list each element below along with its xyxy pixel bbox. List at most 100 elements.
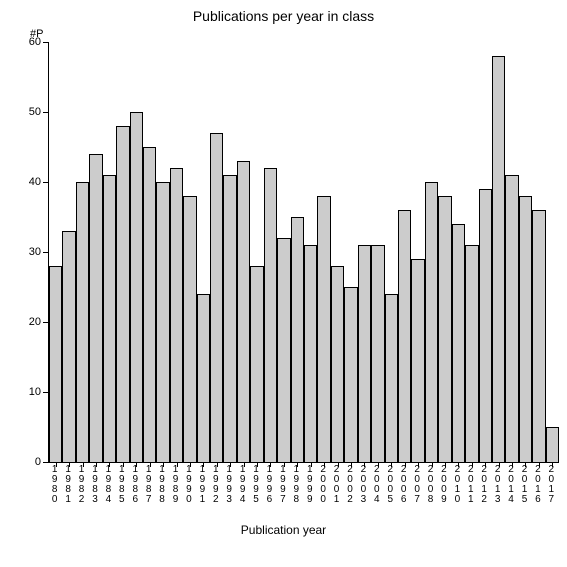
bar-slot xyxy=(425,42,438,462)
x-tick-label: 2 0 0 3 xyxy=(358,465,368,505)
bar-slot xyxy=(277,42,290,462)
x-label-slot: 1 9 8 1 xyxy=(61,465,74,505)
x-label-slot: 1 9 9 6 xyxy=(263,465,276,505)
y-tick-label: 50 xyxy=(29,106,41,118)
x-tick-label: 1 9 9 7 xyxy=(278,465,288,505)
x-tick-label: 2 0 1 4 xyxy=(506,465,516,505)
x-axis-title: Publication year xyxy=(0,523,567,537)
x-axis-labels: 1 9 8 01 9 8 11 9 8 21 9 8 31 9 8 41 9 8… xyxy=(48,465,558,505)
bar xyxy=(277,238,290,462)
bar xyxy=(505,175,518,462)
bar xyxy=(532,210,545,462)
x-tick-label: 2 0 1 0 xyxy=(452,465,462,505)
x-label-slot: 1 9 9 1 xyxy=(196,465,209,505)
y-tick xyxy=(43,462,49,463)
bar-slot xyxy=(237,42,250,462)
y-tick xyxy=(43,322,49,323)
bar-slot xyxy=(170,42,183,462)
bar xyxy=(183,196,196,462)
bar-slot xyxy=(264,42,277,462)
bar xyxy=(49,266,62,462)
x-label-slot: 1 9 9 7 xyxy=(276,465,289,505)
publications-chart: Publications per year in class #P 010203… xyxy=(0,0,567,567)
x-tick-label: 1 9 9 9 xyxy=(305,465,315,505)
x-label-slot: 2 0 0 3 xyxy=(357,465,370,505)
x-label-slot: 2 0 0 8 xyxy=(424,465,437,505)
x-tick-label: 2 0 1 6 xyxy=(533,465,543,505)
bar-slot xyxy=(358,42,371,462)
x-tick-label: 2 0 0 0 xyxy=(318,465,328,505)
bar xyxy=(358,245,371,462)
bar xyxy=(210,133,223,462)
bar xyxy=(438,196,451,462)
bar-slot xyxy=(519,42,532,462)
bar xyxy=(385,294,398,462)
bar xyxy=(331,266,344,462)
bar xyxy=(250,266,263,462)
bar-slot xyxy=(398,42,411,462)
y-tick-label: 20 xyxy=(29,316,41,328)
x-label-slot: 2 0 0 9 xyxy=(437,465,450,505)
x-tick-label: 2 0 1 1 xyxy=(466,465,476,505)
x-tick-label: 1 9 9 1 xyxy=(197,465,207,505)
bar-slot xyxy=(479,42,492,462)
x-label-slot: 2 0 0 7 xyxy=(410,465,423,505)
bar-slot xyxy=(156,42,169,462)
x-label-slot: 1 9 8 5 xyxy=(115,465,128,505)
bar-slot xyxy=(143,42,156,462)
bar-slot xyxy=(250,42,263,462)
x-tick-label: 1 9 8 1 xyxy=(63,465,73,505)
x-tick-label: 2 0 1 2 xyxy=(479,465,489,505)
bar-slot xyxy=(103,42,116,462)
bar-slot xyxy=(116,42,129,462)
bar-slot xyxy=(546,42,559,462)
x-label-slot: 2 0 1 6 xyxy=(531,465,544,505)
bars-container xyxy=(49,42,559,462)
y-tick-label: 0 xyxy=(35,456,41,468)
bar xyxy=(143,147,156,462)
bar-slot xyxy=(532,42,545,462)
y-tick xyxy=(43,112,49,113)
bar xyxy=(156,182,169,462)
bar-slot xyxy=(465,42,478,462)
bar-slot xyxy=(183,42,196,462)
bar-slot xyxy=(62,42,75,462)
bar xyxy=(116,126,129,462)
bar xyxy=(452,224,465,462)
x-label-slot: 1 9 8 7 xyxy=(142,465,155,505)
y-tick xyxy=(43,392,49,393)
bar xyxy=(89,154,102,462)
x-tick-label: 1 9 8 8 xyxy=(157,465,167,505)
bar-slot xyxy=(197,42,210,462)
bar-slot xyxy=(317,42,330,462)
x-label-slot: 1 9 8 6 xyxy=(129,465,142,505)
bar-slot xyxy=(291,42,304,462)
x-tick-label: 1 9 9 2 xyxy=(211,465,221,505)
x-tick-label: 1 9 8 9 xyxy=(171,465,181,505)
x-tick-label: 2 0 0 2 xyxy=(345,465,355,505)
x-label-slot: 1 9 9 5 xyxy=(249,465,262,505)
y-tick-label: 30 xyxy=(29,246,41,258)
bar-slot xyxy=(210,42,223,462)
y-tick-label: 10 xyxy=(29,386,41,398)
x-tick-label: 1 9 8 0 xyxy=(50,465,60,505)
bar-slot xyxy=(411,42,424,462)
x-label-slot: 1 9 8 3 xyxy=(88,465,101,505)
x-tick-label: 1 9 9 8 xyxy=(291,465,301,505)
bar xyxy=(103,175,116,462)
x-tick-label: 1 9 9 6 xyxy=(264,465,274,505)
plot-area: 0102030405060 xyxy=(48,42,559,463)
bar xyxy=(317,196,330,462)
x-tick-label: 2 0 0 6 xyxy=(399,465,409,505)
bar xyxy=(264,168,277,462)
x-tick-label: 2 0 1 7 xyxy=(546,465,556,505)
bar-slot xyxy=(76,42,89,462)
bar-slot xyxy=(304,42,317,462)
x-label-slot: 2 0 0 0 xyxy=(316,465,329,505)
y-tick xyxy=(43,252,49,253)
bar xyxy=(425,182,438,462)
x-label-slot: 2 0 0 6 xyxy=(397,465,410,505)
x-tick-label: 1 9 9 5 xyxy=(251,465,261,505)
x-label-slot: 2 0 1 0 xyxy=(451,465,464,505)
y-tick xyxy=(43,182,49,183)
